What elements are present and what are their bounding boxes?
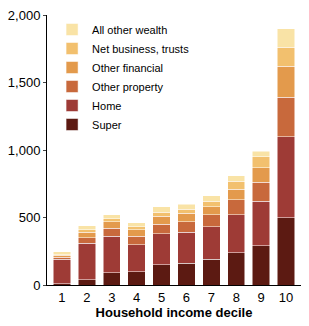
svg-text:3: 3 [108,290,115,305]
svg-text:Other financial: Other financial [92,62,163,74]
svg-text:Household income decile: Household income decile [96,305,253,320]
svg-text:2,000: 2,000 [8,8,41,23]
svg-text:8: 8 [233,290,240,305]
svg-text:4: 4 [133,290,140,305]
svg-text:Other property: Other property [92,81,163,93]
svg-text:1,500: 1,500 [8,75,41,90]
svg-text:All other wealth: All other wealth [92,24,167,36]
svg-text:Net business, trusts: Net business, trusts [92,43,189,55]
svg-text:6: 6 [183,290,190,305]
svg-text:1,000: 1,000 [8,143,41,158]
svg-text:10: 10 [279,290,293,305]
svg-text:500: 500 [19,210,41,225]
svg-text:Super: Super [92,119,122,131]
svg-text:5: 5 [158,290,165,305]
svg-text:1: 1 [58,290,65,305]
svg-text:Home: Home [92,100,121,112]
svg-text:2: 2 [83,290,90,305]
svg-text:9: 9 [258,290,265,305]
svg-text:7: 7 [208,290,215,305]
svg-text:0: 0 [33,278,40,293]
